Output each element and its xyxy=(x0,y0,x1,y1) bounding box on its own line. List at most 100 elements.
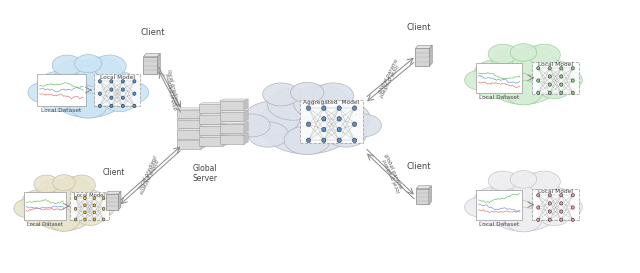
Ellipse shape xyxy=(110,80,113,83)
FancyBboxPatch shape xyxy=(177,110,201,118)
Ellipse shape xyxy=(291,82,324,103)
Ellipse shape xyxy=(572,91,574,94)
Text: local gradient: local gradient xyxy=(138,155,158,190)
FancyBboxPatch shape xyxy=(106,194,118,210)
Ellipse shape xyxy=(102,197,105,200)
Ellipse shape xyxy=(110,88,113,91)
Ellipse shape xyxy=(259,94,355,154)
Text: Aggregated  Model: Aggregated Model xyxy=(303,100,360,105)
Text: Client: Client xyxy=(103,168,125,177)
Polygon shape xyxy=(201,128,205,139)
Ellipse shape xyxy=(488,44,518,64)
Ellipse shape xyxy=(77,57,122,87)
Polygon shape xyxy=(220,121,248,123)
Ellipse shape xyxy=(93,204,95,207)
Bar xyxy=(300,100,363,143)
Polygon shape xyxy=(244,99,248,110)
Ellipse shape xyxy=(537,67,540,70)
Polygon shape xyxy=(106,191,121,194)
Polygon shape xyxy=(199,113,228,115)
Ellipse shape xyxy=(99,104,101,108)
Text: global params: global params xyxy=(383,153,403,189)
Ellipse shape xyxy=(93,211,95,214)
Ellipse shape xyxy=(548,218,551,221)
Ellipse shape xyxy=(69,189,107,216)
Ellipse shape xyxy=(488,171,518,191)
Text: Local Model: Local Model xyxy=(100,75,134,79)
Ellipse shape xyxy=(510,44,537,61)
Text: Client: Client xyxy=(407,162,431,171)
Ellipse shape xyxy=(122,80,124,83)
Ellipse shape xyxy=(307,138,310,143)
Polygon shape xyxy=(223,124,228,135)
Ellipse shape xyxy=(56,60,98,88)
Ellipse shape xyxy=(102,207,105,210)
Ellipse shape xyxy=(293,85,349,120)
Text: Client: Client xyxy=(407,23,431,32)
Polygon shape xyxy=(415,45,432,49)
Polygon shape xyxy=(157,54,160,74)
Ellipse shape xyxy=(322,117,326,121)
Text: Local Dataset: Local Dataset xyxy=(42,108,81,113)
Text: global params: global params xyxy=(165,72,179,110)
Ellipse shape xyxy=(74,207,77,210)
Ellipse shape xyxy=(21,189,59,216)
Polygon shape xyxy=(177,128,205,130)
Ellipse shape xyxy=(560,202,563,205)
Ellipse shape xyxy=(84,197,86,200)
Bar xyxy=(532,62,579,93)
Polygon shape xyxy=(177,139,205,140)
Ellipse shape xyxy=(548,83,551,86)
Ellipse shape xyxy=(553,197,582,217)
Ellipse shape xyxy=(54,177,92,204)
Ellipse shape xyxy=(49,65,127,118)
Ellipse shape xyxy=(284,126,330,155)
Ellipse shape xyxy=(476,77,509,99)
Polygon shape xyxy=(429,186,431,204)
Ellipse shape xyxy=(315,101,371,136)
Ellipse shape xyxy=(84,218,86,221)
Polygon shape xyxy=(201,108,205,118)
Ellipse shape xyxy=(52,175,76,191)
Ellipse shape xyxy=(529,60,573,89)
Ellipse shape xyxy=(560,218,563,221)
Ellipse shape xyxy=(37,71,83,102)
Polygon shape xyxy=(177,108,205,110)
Ellipse shape xyxy=(233,114,270,137)
Ellipse shape xyxy=(337,106,341,110)
Ellipse shape xyxy=(93,218,95,221)
Ellipse shape xyxy=(133,92,136,95)
Ellipse shape xyxy=(505,207,542,232)
Polygon shape xyxy=(118,191,121,210)
Ellipse shape xyxy=(94,71,140,102)
Ellipse shape xyxy=(322,127,326,132)
Ellipse shape xyxy=(548,75,551,78)
Polygon shape xyxy=(223,135,228,146)
FancyBboxPatch shape xyxy=(199,115,223,124)
Ellipse shape xyxy=(93,197,95,200)
Ellipse shape xyxy=(326,122,367,147)
Ellipse shape xyxy=(99,92,101,95)
Ellipse shape xyxy=(553,70,582,90)
FancyBboxPatch shape xyxy=(177,140,201,149)
Ellipse shape xyxy=(28,82,58,103)
Ellipse shape xyxy=(307,122,310,126)
Polygon shape xyxy=(199,102,228,104)
Ellipse shape xyxy=(14,199,39,217)
Ellipse shape xyxy=(548,91,551,94)
Ellipse shape xyxy=(492,176,533,203)
Ellipse shape xyxy=(572,67,574,70)
Ellipse shape xyxy=(40,90,73,112)
Polygon shape xyxy=(201,118,205,128)
FancyBboxPatch shape xyxy=(199,126,223,135)
Ellipse shape xyxy=(118,82,148,103)
Ellipse shape xyxy=(529,187,573,216)
Ellipse shape xyxy=(537,206,540,209)
Ellipse shape xyxy=(122,88,124,91)
Polygon shape xyxy=(429,45,432,66)
FancyBboxPatch shape xyxy=(143,57,157,74)
Ellipse shape xyxy=(528,44,561,66)
Text: Local Model: Local Model xyxy=(538,62,573,67)
FancyBboxPatch shape xyxy=(416,189,429,204)
Polygon shape xyxy=(199,124,228,126)
